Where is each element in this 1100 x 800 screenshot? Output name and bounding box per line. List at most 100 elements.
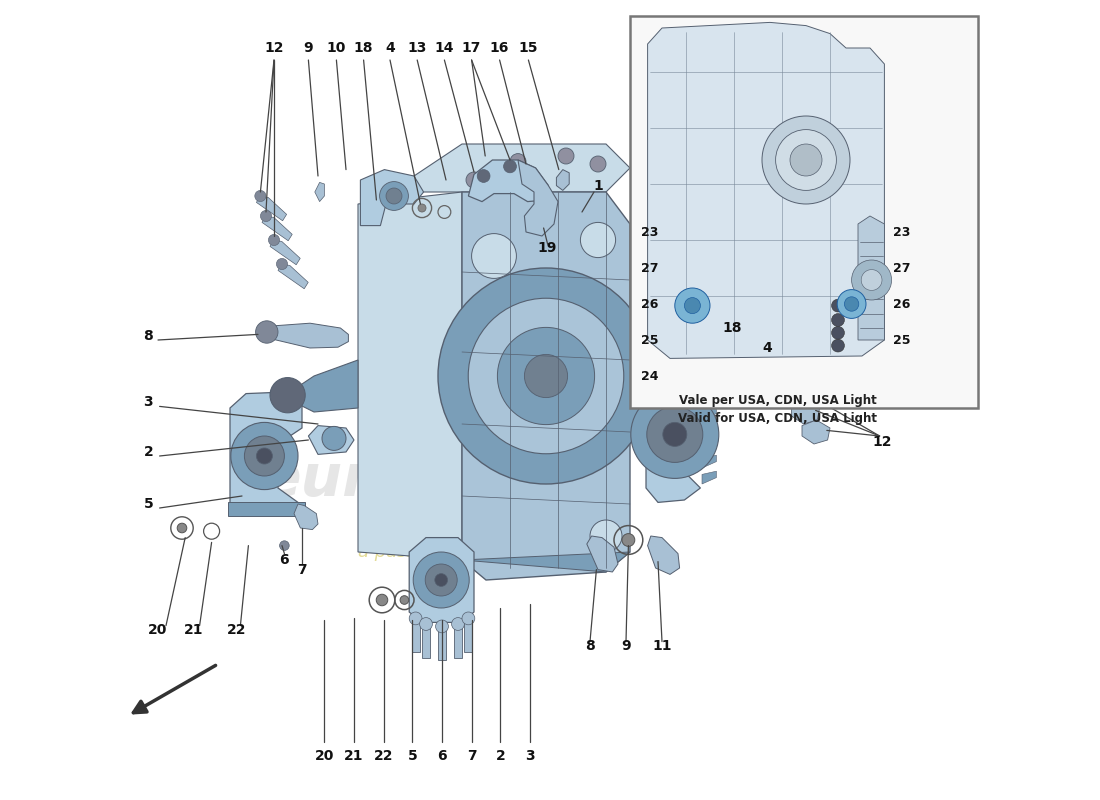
Text: 6: 6 [437,749,447,763]
Circle shape [255,321,278,343]
Text: 7: 7 [297,562,307,577]
Circle shape [861,270,882,290]
Circle shape [469,298,624,454]
Polygon shape [702,423,716,436]
Text: 12: 12 [264,41,284,55]
Polygon shape [780,380,807,404]
Polygon shape [262,216,293,241]
Text: 23: 23 [893,226,911,238]
Text: 15: 15 [519,41,538,55]
Polygon shape [462,552,630,572]
Circle shape [409,612,422,625]
Circle shape [244,436,285,476]
Polygon shape [390,144,630,192]
Polygon shape [702,455,716,468]
Text: 23: 23 [641,226,659,238]
Circle shape [438,268,654,484]
Polygon shape [702,439,716,452]
Bar [464,622,472,652]
Text: 4: 4 [385,41,395,55]
Text: 3: 3 [144,395,153,410]
Polygon shape [702,391,716,404]
Text: 21: 21 [184,622,204,637]
Text: 16: 16 [490,41,509,55]
Text: 9: 9 [304,41,313,55]
Circle shape [418,204,426,212]
Circle shape [177,523,187,533]
Polygon shape [290,360,358,412]
Polygon shape [802,420,830,444]
Circle shape [386,188,402,204]
Text: 11: 11 [652,638,672,653]
Circle shape [558,148,574,164]
Text: 5: 5 [143,497,153,511]
Polygon shape [702,375,716,388]
Text: 13: 13 [407,41,427,55]
Polygon shape [266,323,349,348]
Circle shape [452,618,464,630]
Text: Vale per USA, CDN, USA Light
Valid for USA, CDN, USA Light: Vale per USA, CDN, USA Light Valid for U… [679,394,878,425]
Circle shape [663,422,686,446]
Circle shape [434,574,448,586]
Polygon shape [409,538,474,622]
Bar [422,627,430,658]
Polygon shape [648,22,884,358]
Text: 2: 2 [143,445,153,459]
Circle shape [630,390,718,478]
Text: 7: 7 [466,749,476,763]
Circle shape [776,130,836,190]
Polygon shape [308,426,354,454]
Bar [438,630,446,660]
Circle shape [322,426,346,450]
Text: 2: 2 [495,749,505,763]
Circle shape [268,234,279,246]
Text: 25: 25 [893,334,911,346]
Circle shape [674,288,710,323]
Text: 27: 27 [893,262,911,274]
Polygon shape [518,160,558,236]
Circle shape [845,297,859,311]
Polygon shape [648,536,680,574]
Polygon shape [702,407,716,420]
Circle shape [261,210,272,222]
Circle shape [426,564,458,596]
Text: 5: 5 [407,749,417,763]
Circle shape [270,378,305,413]
Circle shape [590,156,606,172]
Circle shape [525,354,568,398]
Bar [454,627,462,658]
Circle shape [472,234,516,278]
Text: 20: 20 [148,622,167,637]
Circle shape [647,406,703,462]
Circle shape [414,552,470,608]
Text: 8: 8 [585,638,595,653]
Text: 8: 8 [143,329,153,343]
Circle shape [851,260,892,300]
Text: 20: 20 [315,749,334,763]
Circle shape [590,520,621,552]
Circle shape [581,222,616,258]
Polygon shape [294,504,318,530]
Text: 25: 25 [641,334,659,346]
Polygon shape [702,471,716,484]
Polygon shape [469,160,549,202]
Polygon shape [230,392,302,516]
Polygon shape [858,216,884,340]
Circle shape [762,116,850,204]
Circle shape [400,596,409,604]
Text: 21: 21 [344,749,364,763]
Polygon shape [361,170,424,226]
Text: a passion for parts since 1985: a passion for parts since 1985 [359,543,630,561]
Polygon shape [278,264,308,289]
Text: 24: 24 [641,370,659,382]
Text: 22: 22 [227,622,246,637]
Circle shape [379,182,408,210]
Circle shape [256,448,273,464]
Circle shape [466,172,482,188]
Circle shape [510,154,526,170]
Circle shape [684,298,701,314]
Polygon shape [646,368,710,502]
Circle shape [276,258,287,270]
Circle shape [279,541,289,550]
Text: 19: 19 [538,241,558,255]
